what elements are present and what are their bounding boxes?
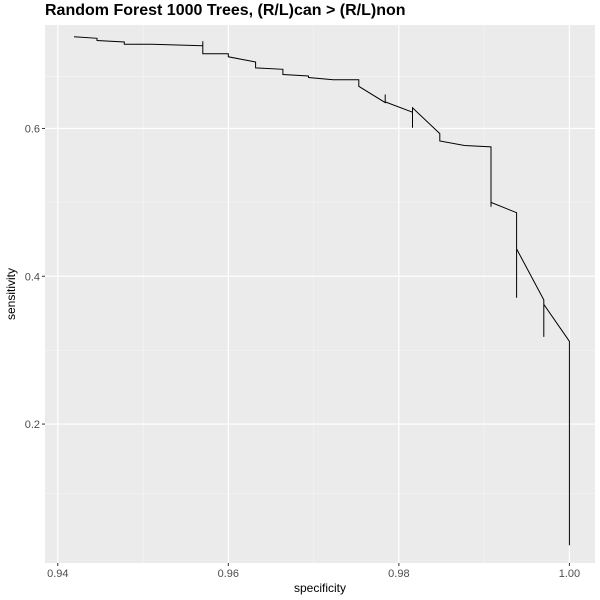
chart-title: Random Forest 1000 Trees, (R/L)can > (R/…	[45, 2, 406, 19]
plot-panel	[45, 25, 595, 563]
y-tick-label: 0.6	[25, 123, 40, 135]
roc-curve-line	[73, 36, 570, 546]
y-tick-label: 0.2	[25, 419, 40, 431]
x-tick-label: 0.98	[388, 568, 409, 580]
x-axis: 0.94 0.96 0.98 1.00	[47, 563, 580, 580]
y-tick-label: 0.4	[25, 271, 40, 283]
x-axis-title: specificity	[294, 581, 346, 595]
y-axis-title: sensitivity	[4, 268, 18, 320]
grid-minor	[45, 25, 595, 563]
x-tick-label: 1.00	[559, 568, 580, 580]
x-tick-label: 0.96	[218, 568, 239, 580]
y-axis: 0.2 0.4 0.6	[25, 123, 45, 431]
x-tick-label: 0.94	[47, 568, 68, 580]
